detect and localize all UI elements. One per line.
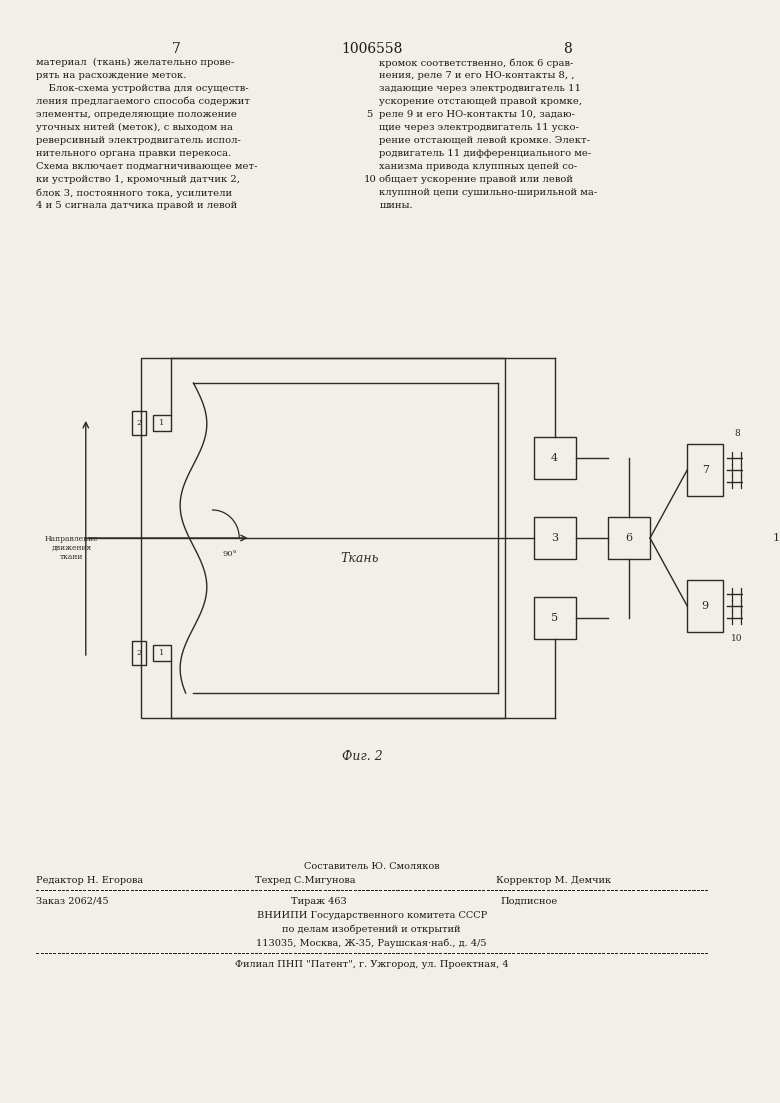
Text: 9: 9 [702,601,709,611]
Text: Заказ 2062/45: Заказ 2062/45 [36,897,109,906]
Bar [608,517,650,559]
Text: 2: 2 [136,419,142,427]
Text: Ткань: Ткань [341,552,379,565]
Text: Направление
движения
ткани: Направление движения ткани [44,535,98,561]
Text: 6: 6 [626,533,633,543]
Text: уточных нитей (меток), с выходом на: уточных нитей (меток), с выходом на [36,124,233,132]
Text: рять на расхождение меток.: рять на расхождение меток. [36,71,186,81]
Text: 5: 5 [367,110,373,119]
Bar [141,358,505,718]
Text: 4 и 5 сигнала датчика правой и левой: 4 и 5 сигнала датчика правой и левой [36,201,237,210]
Text: блок 3, постоянного тока, усилители: блок 3, постоянного тока, усилители [36,188,232,197]
Text: ВНИИПИ Государственного комитета СССР: ВНИИПИ Государственного комитета СССР [257,911,487,920]
Bar [133,641,146,665]
Text: элементы, определяющие положение: элементы, определяющие положение [36,110,237,119]
Text: 5: 5 [551,613,558,623]
Bar [154,415,171,431]
Text: 2: 2 [136,649,142,657]
Text: ускорение отстающей правой кромке,: ускорение отстающей правой кромке, [379,97,583,106]
Text: Схема включает подмагничивающее мет-: Схема включает подмагничивающее мет- [36,162,257,171]
Text: ханизма привода клуппных цепей со-: ханизма привода клуппных цепей со- [379,162,577,171]
Text: общает ускорение правой или левой: общает ускорение правой или левой [379,175,573,184]
Text: 1: 1 [159,419,165,427]
Bar [534,517,576,559]
Text: Филиал ПНП "Патент", г. Ужгород, ул. Проектная, 4: Филиал ПНП "Патент", г. Ужгород, ул. Про… [235,960,509,970]
Text: родвигатель 11 дифференциального ме-: родвигатель 11 дифференциального ме- [379,149,591,158]
Text: нительного органа правки перекоса.: нительного органа правки перекоса. [36,149,232,158]
Text: ления предлагаемого способа содержит: ления предлагаемого способа содержит [36,97,250,107]
Text: шины.: шины. [379,201,413,210]
Text: Редактор Н. Егорова: Редактор Н. Егорова [36,876,144,885]
Text: 10: 10 [731,634,743,643]
Text: Тираж 463: Тираж 463 [291,897,346,906]
Text: 8: 8 [562,42,572,56]
Text: Фиг. 2: Фиг. 2 [342,750,382,763]
Text: по делам изобретений и открытий: по делам изобретений и открытий [282,925,461,934]
Bar [687,580,723,632]
Text: Техред С.Мигунова: Техред С.Мигунова [255,876,356,885]
Text: ки устройство 1, кромочный датчик 2,: ки устройство 1, кромочный датчик 2, [36,175,240,184]
Bar [154,645,171,661]
Text: клуппной цепи сушильно-ширильной ма-: клуппной цепи сушильно-ширильной ма- [379,188,597,197]
Text: 1: 1 [159,649,165,657]
Bar [133,411,146,435]
Text: материал  (ткань) желательно прове-: материал (ткань) желательно прове- [36,58,235,67]
Text: рение отстающей левой кромке. Элект-: рение отстающей левой кромке. Элект- [379,136,590,144]
Text: нения, реле 7 и его НО-контакты 8, ,: нения, реле 7 и его НО-контакты 8, , [379,71,575,81]
Text: реверсивный электродвигатель испол-: реверсивный электродвигатель испол- [36,136,241,144]
Text: 11: 11 [772,533,780,543]
Text: щие через электродвигатель 11 уско-: щие через электродвигатель 11 уско- [379,124,580,132]
Text: задающие через электродвигатель 11: задающие через электродвигатель 11 [379,84,581,93]
Text: 8: 8 [734,429,739,438]
Text: 90°: 90° [222,550,237,558]
Bar [534,597,576,639]
Text: Составитель Ю. Смоляков: Составитель Ю. Смоляков [304,863,439,871]
Text: Корректор М. Демчик: Корректор М. Демчик [495,876,611,885]
Text: реле 9 и его НО-контакты 10, задаю-: реле 9 и его НО-контакты 10, задаю- [379,110,576,119]
Text: 3: 3 [551,533,558,543]
Text: 7: 7 [172,42,181,56]
Text: 10: 10 [363,175,376,184]
Text: 113035, Москва, Ж-35, Раушская·наб., д. 4/5: 113035, Москва, Ж-35, Раушская·наб., д. … [257,939,487,949]
Text: Подписное: Подписное [501,897,558,906]
Text: кромок соответственно, блок 6 срав-: кромок соответственно, блок 6 срав- [379,58,574,67]
Bar [534,437,576,479]
Text: Блок-схема устройства для осуществ-: Блок-схема устройства для осуществ- [36,84,249,93]
Text: 4: 4 [551,453,558,463]
Text: 7: 7 [702,465,709,475]
Text: 1006558: 1006558 [341,42,402,56]
Bar [687,445,723,496]
